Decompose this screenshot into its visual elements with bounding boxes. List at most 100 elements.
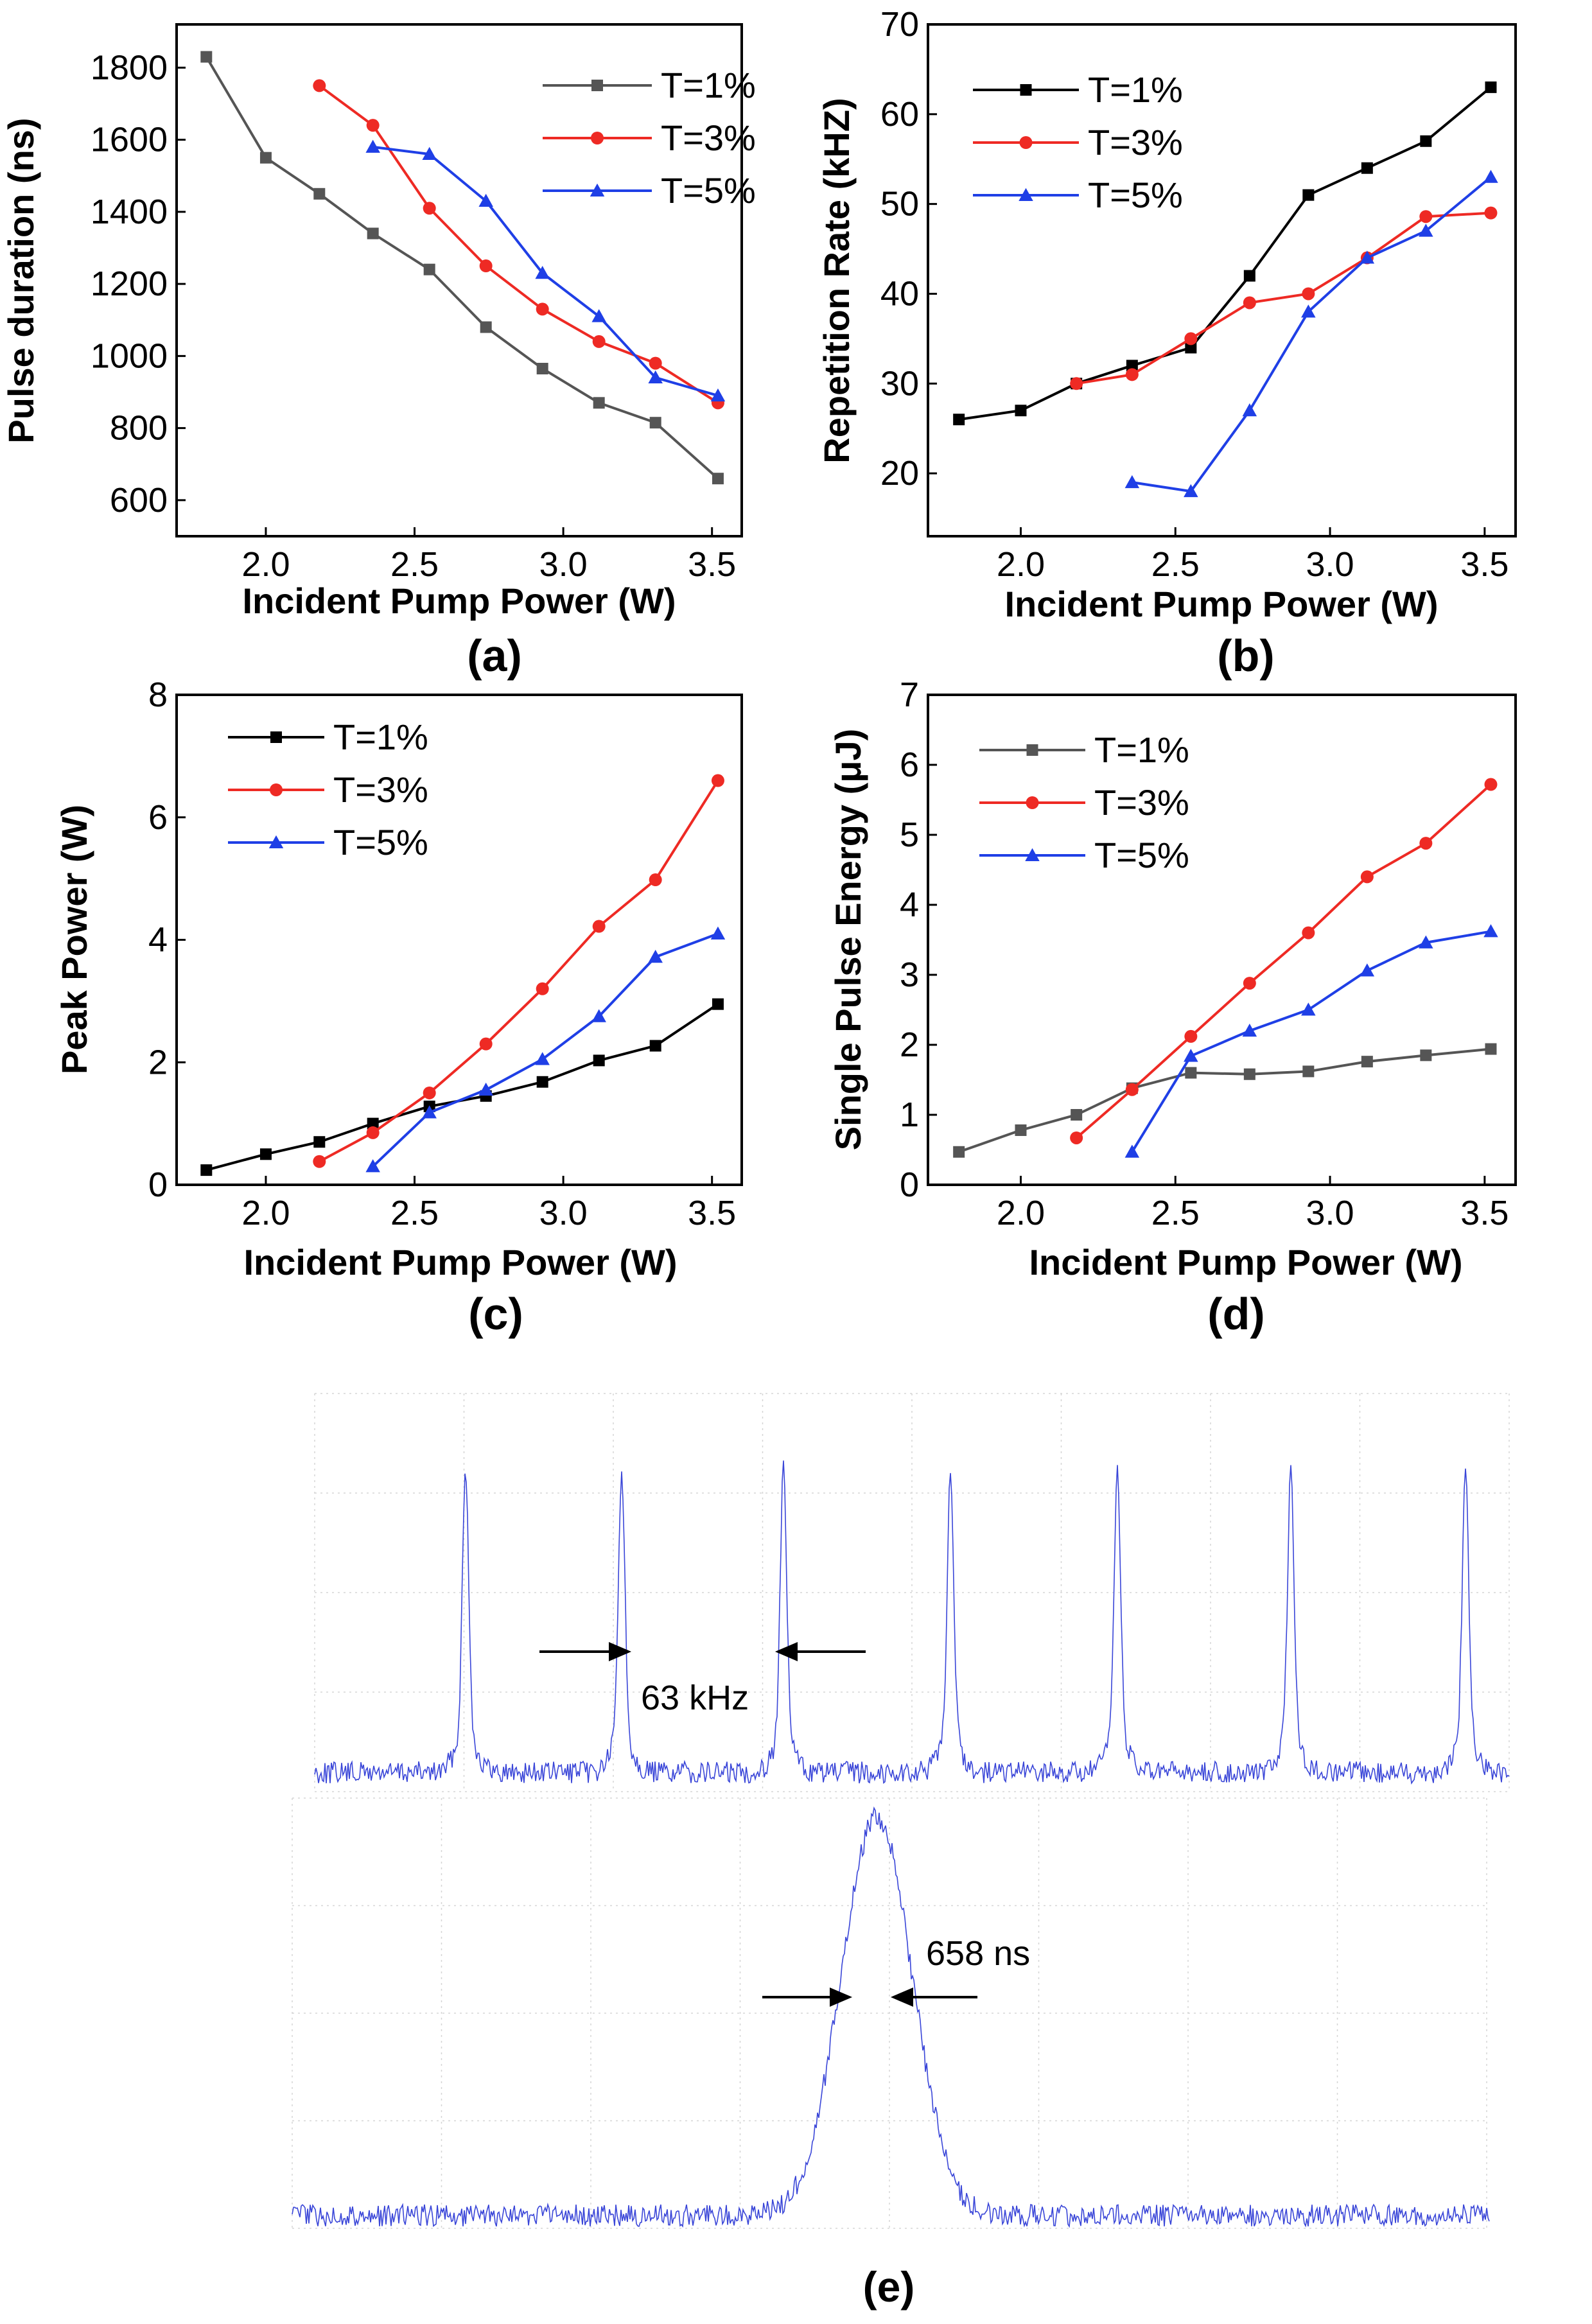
legend-label: T=5% [1094, 835, 1189, 875]
legend-entry: T=1% [228, 717, 428, 757]
x-tick-label: 2.0 [241, 1194, 290, 1232]
data-point [313, 1136, 326, 1148]
data-point [1302, 287, 1315, 301]
series-T=5% [1124, 924, 1498, 1158]
data-point [422, 146, 437, 161]
data-point [1124, 1144, 1140, 1158]
series-line [319, 780, 719, 1163]
data-point [591, 132, 604, 144]
data-point [953, 414, 965, 426]
legend-entry: T=3% [543, 118, 756, 158]
panel-label: (b) [1217, 631, 1274, 681]
data-point [712, 473, 724, 485]
data-point [1420, 1049, 1432, 1062]
y-tick-label: 0 [148, 1166, 168, 1204]
data-point [423, 263, 435, 275]
series-line [319, 84, 719, 405]
data-point [1360, 250, 1375, 264]
data-point [1419, 210, 1433, 223]
scope-pulse-train-trace [314, 1460, 1510, 1785]
x-tick-label: 2.0 [997, 1194, 1045, 1232]
series-T=5% [365, 139, 726, 402]
data-point [1360, 870, 1374, 884]
data-point [648, 949, 663, 963]
data-point [1070, 1131, 1083, 1144]
x-tick-label: 2.0 [241, 545, 290, 584]
plot-frame [175, 23, 743, 537]
data-point [200, 51, 213, 63]
y-tick-label: 1800 [91, 48, 168, 87]
legend-entry: T=1% [543, 65, 756, 105]
legend-label: T=5% [333, 822, 428, 862]
data-point [480, 321, 492, 333]
data-point [365, 139, 380, 153]
data-point [1361, 1056, 1373, 1068]
data-point [1070, 377, 1083, 390]
series-T=3% [1070, 206, 1498, 390]
scope-single-pulse-trace [292, 1806, 1490, 2228]
data-point [1302, 1065, 1315, 1078]
data-point [367, 1117, 379, 1130]
legend-label: T=3% [333, 769, 428, 810]
data-point [593, 397, 605, 409]
y-axis-label: Single Pulse Energy (μJ) [828, 729, 868, 1151]
data-point [1185, 342, 1197, 354]
data-point [313, 188, 326, 200]
data-point [1184, 1029, 1198, 1043]
plot-frame [927, 694, 1517, 1186]
plot-frame [927, 23, 1517, 537]
x-axis-label: Incident Pump Power (W) [242, 581, 676, 621]
data-point [313, 1155, 326, 1168]
data-point [1483, 924, 1498, 938]
legend-entry: T=3% [228, 769, 428, 810]
y-tick-label: 2 [148, 1043, 168, 1081]
data-point [1125, 368, 1139, 381]
y-tick-label: 3 [900, 956, 919, 994]
data-point [649, 1040, 661, 1052]
series-T=3% [1070, 778, 1498, 1144]
pulse-width-annotation: 658 ns [926, 1934, 1030, 1973]
legend-entry: T=3% [973, 122, 1183, 162]
series-line [1075, 783, 1492, 1139]
data-point [649, 873, 662, 887]
y-tick-label: 1600 [91, 121, 168, 159]
chart-panel: 2.0 2.5 3.0 3.5 600 800 1000 1200 1400 1600 1800 In… [1, 23, 756, 681]
y-tick-label: 800 [110, 409, 168, 448]
data-point [1026, 744, 1038, 756]
y-tick-label: 70 [880, 5, 919, 44]
legend-label: T=1% [1094, 730, 1189, 770]
data-point [259, 152, 272, 164]
y-tick-label: 6 [148, 798, 168, 837]
data-point [1361, 162, 1373, 174]
series-T=5% [365, 926, 726, 1173]
data-point [366, 119, 380, 132]
series-T=1% [200, 51, 724, 485]
y-tick-label: 4 [900, 886, 919, 924]
data-point [535, 1052, 550, 1065]
chart-panel: 2.0 2.5 3.0 3.5 0 2 4 6 8 Incident Pump Power (W)… [54, 676, 743, 1339]
series-line [1076, 211, 1491, 385]
legend-label: T=5% [1088, 175, 1183, 215]
data-point [592, 335, 606, 348]
y-tick-label: 0 [900, 1166, 919, 1204]
x-tick-label: 3.0 [539, 545, 588, 584]
data-point [536, 363, 548, 375]
data-point [268, 835, 284, 848]
data-point [536, 982, 549, 995]
series-T=1% [200, 998, 724, 1176]
series-line [205, 56, 719, 480]
y-tick-label: 5 [900, 816, 919, 854]
legend-label: T=1% [333, 717, 428, 757]
data-point [270, 731, 282, 743]
data-point [1243, 977, 1256, 990]
data-point [1019, 136, 1033, 149]
data-point [1124, 475, 1140, 489]
data-point [259, 1148, 272, 1160]
data-point [479, 259, 493, 273]
y-tick-label: 20 [880, 454, 919, 493]
data-point [648, 370, 663, 384]
legend-entry: T=5% [543, 170, 756, 211]
data-point [1419, 223, 1433, 237]
plot-frame [175, 694, 743, 1186]
